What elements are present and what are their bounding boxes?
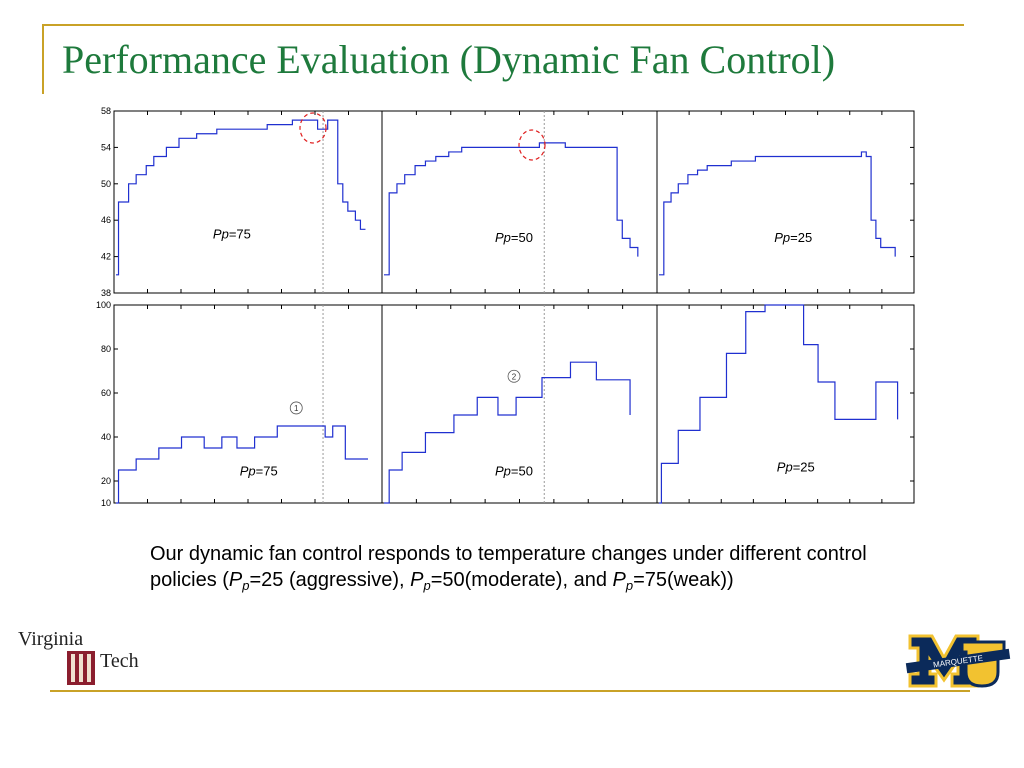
caption-text-1: Our dynamic fan control responds to temp… [150,543,867,591]
policy-label-value: =25 [790,230,812,245]
caption-p-symbol-1: P [228,569,243,591]
slide-caption: Our dynamic fan control responds to temp… [150,541,910,593]
marker-label: 1 [294,404,299,413]
marker-circle [289,401,303,415]
series-line-0-1 [384,142,639,276]
marker-label: 2 [512,372,517,381]
marker-circle [507,369,521,383]
policy-label-symbol: Pp [495,463,511,478]
y-tick-label: 20 [101,476,111,486]
series-line-1-0 [116,425,368,504]
series-line-0-2 [659,151,896,276]
policy-label-value: =25 [793,459,815,474]
policy-label: Pp=50 [495,230,533,245]
left-rule [42,24,44,94]
policy-label: Pp=25 [774,230,812,245]
policy-label: Pp=50 [495,463,533,478]
policy-label-value: =75 [256,463,278,478]
y-tick-label: 40 [101,432,111,442]
policy-label: Pp=75 [240,463,278,478]
caption-p-symbol-3: P [612,569,626,591]
policy-label-symbol: Pp [213,226,229,241]
highlight-circle [518,129,546,161]
virginia-tech-logo: Virginia Tech [18,628,148,690]
slide-title: Performance Evaluation (Dynamic Fan Cont… [62,37,836,82]
series-line-1-1 [384,361,631,504]
caption-p-symbol-2: P [410,569,424,591]
caption-text-3: =50(moderate), and [430,569,613,591]
caption-text-2: =25 (aggressive), [249,569,411,591]
y-tick-label: 58 [101,106,111,116]
series-line-0-0 [116,119,366,276]
y-tick-label: 38 [101,288,111,298]
caption-p-subscript-3: p [625,578,634,593]
policy-label-value: =50 [511,463,533,478]
panel-frame-0-0 [113,110,383,294]
policy-label-symbol: Pp [777,459,793,474]
series-line-1-2 [659,304,899,504]
vt-logo-line2: Tech [100,650,139,672]
highlight-circle [299,112,327,144]
y-tick-label: 46 [101,215,111,225]
y-tick-label: 50 [101,179,111,189]
policy-label-value: =75 [229,226,251,241]
y-tick-label: 80 [101,344,111,354]
panel-frame-0-2 [656,110,915,294]
policy-label: Pp=25 [777,459,815,474]
vt-shield-icon [67,651,95,685]
y-tick-label: 60 [101,388,111,398]
marquette-logo: MARQUETTE [905,634,1011,688]
top-rule [42,24,964,26]
policy-label-symbol: Pp [774,230,790,245]
y-tick-label: 42 [101,252,111,262]
policy-label-symbol: Pp [240,463,256,478]
policy-label-value: =50 [511,230,533,245]
bottom-rule [50,690,970,692]
policy-label-symbol: Pp [495,230,511,245]
y-tick-label: 54 [101,142,111,152]
y-tick-label: 10 [101,498,111,508]
caption-p-subscript-1: p [242,578,250,593]
y-tick-label: 100 [96,300,111,310]
panel-frame-0-1 [381,110,658,294]
policy-label: Pp=75 [213,226,251,241]
caption-text-4: =75(weak)) [633,569,734,591]
vt-logo-line1: Virginia [18,628,84,650]
caption-p-subscript-2: p [423,578,431,593]
